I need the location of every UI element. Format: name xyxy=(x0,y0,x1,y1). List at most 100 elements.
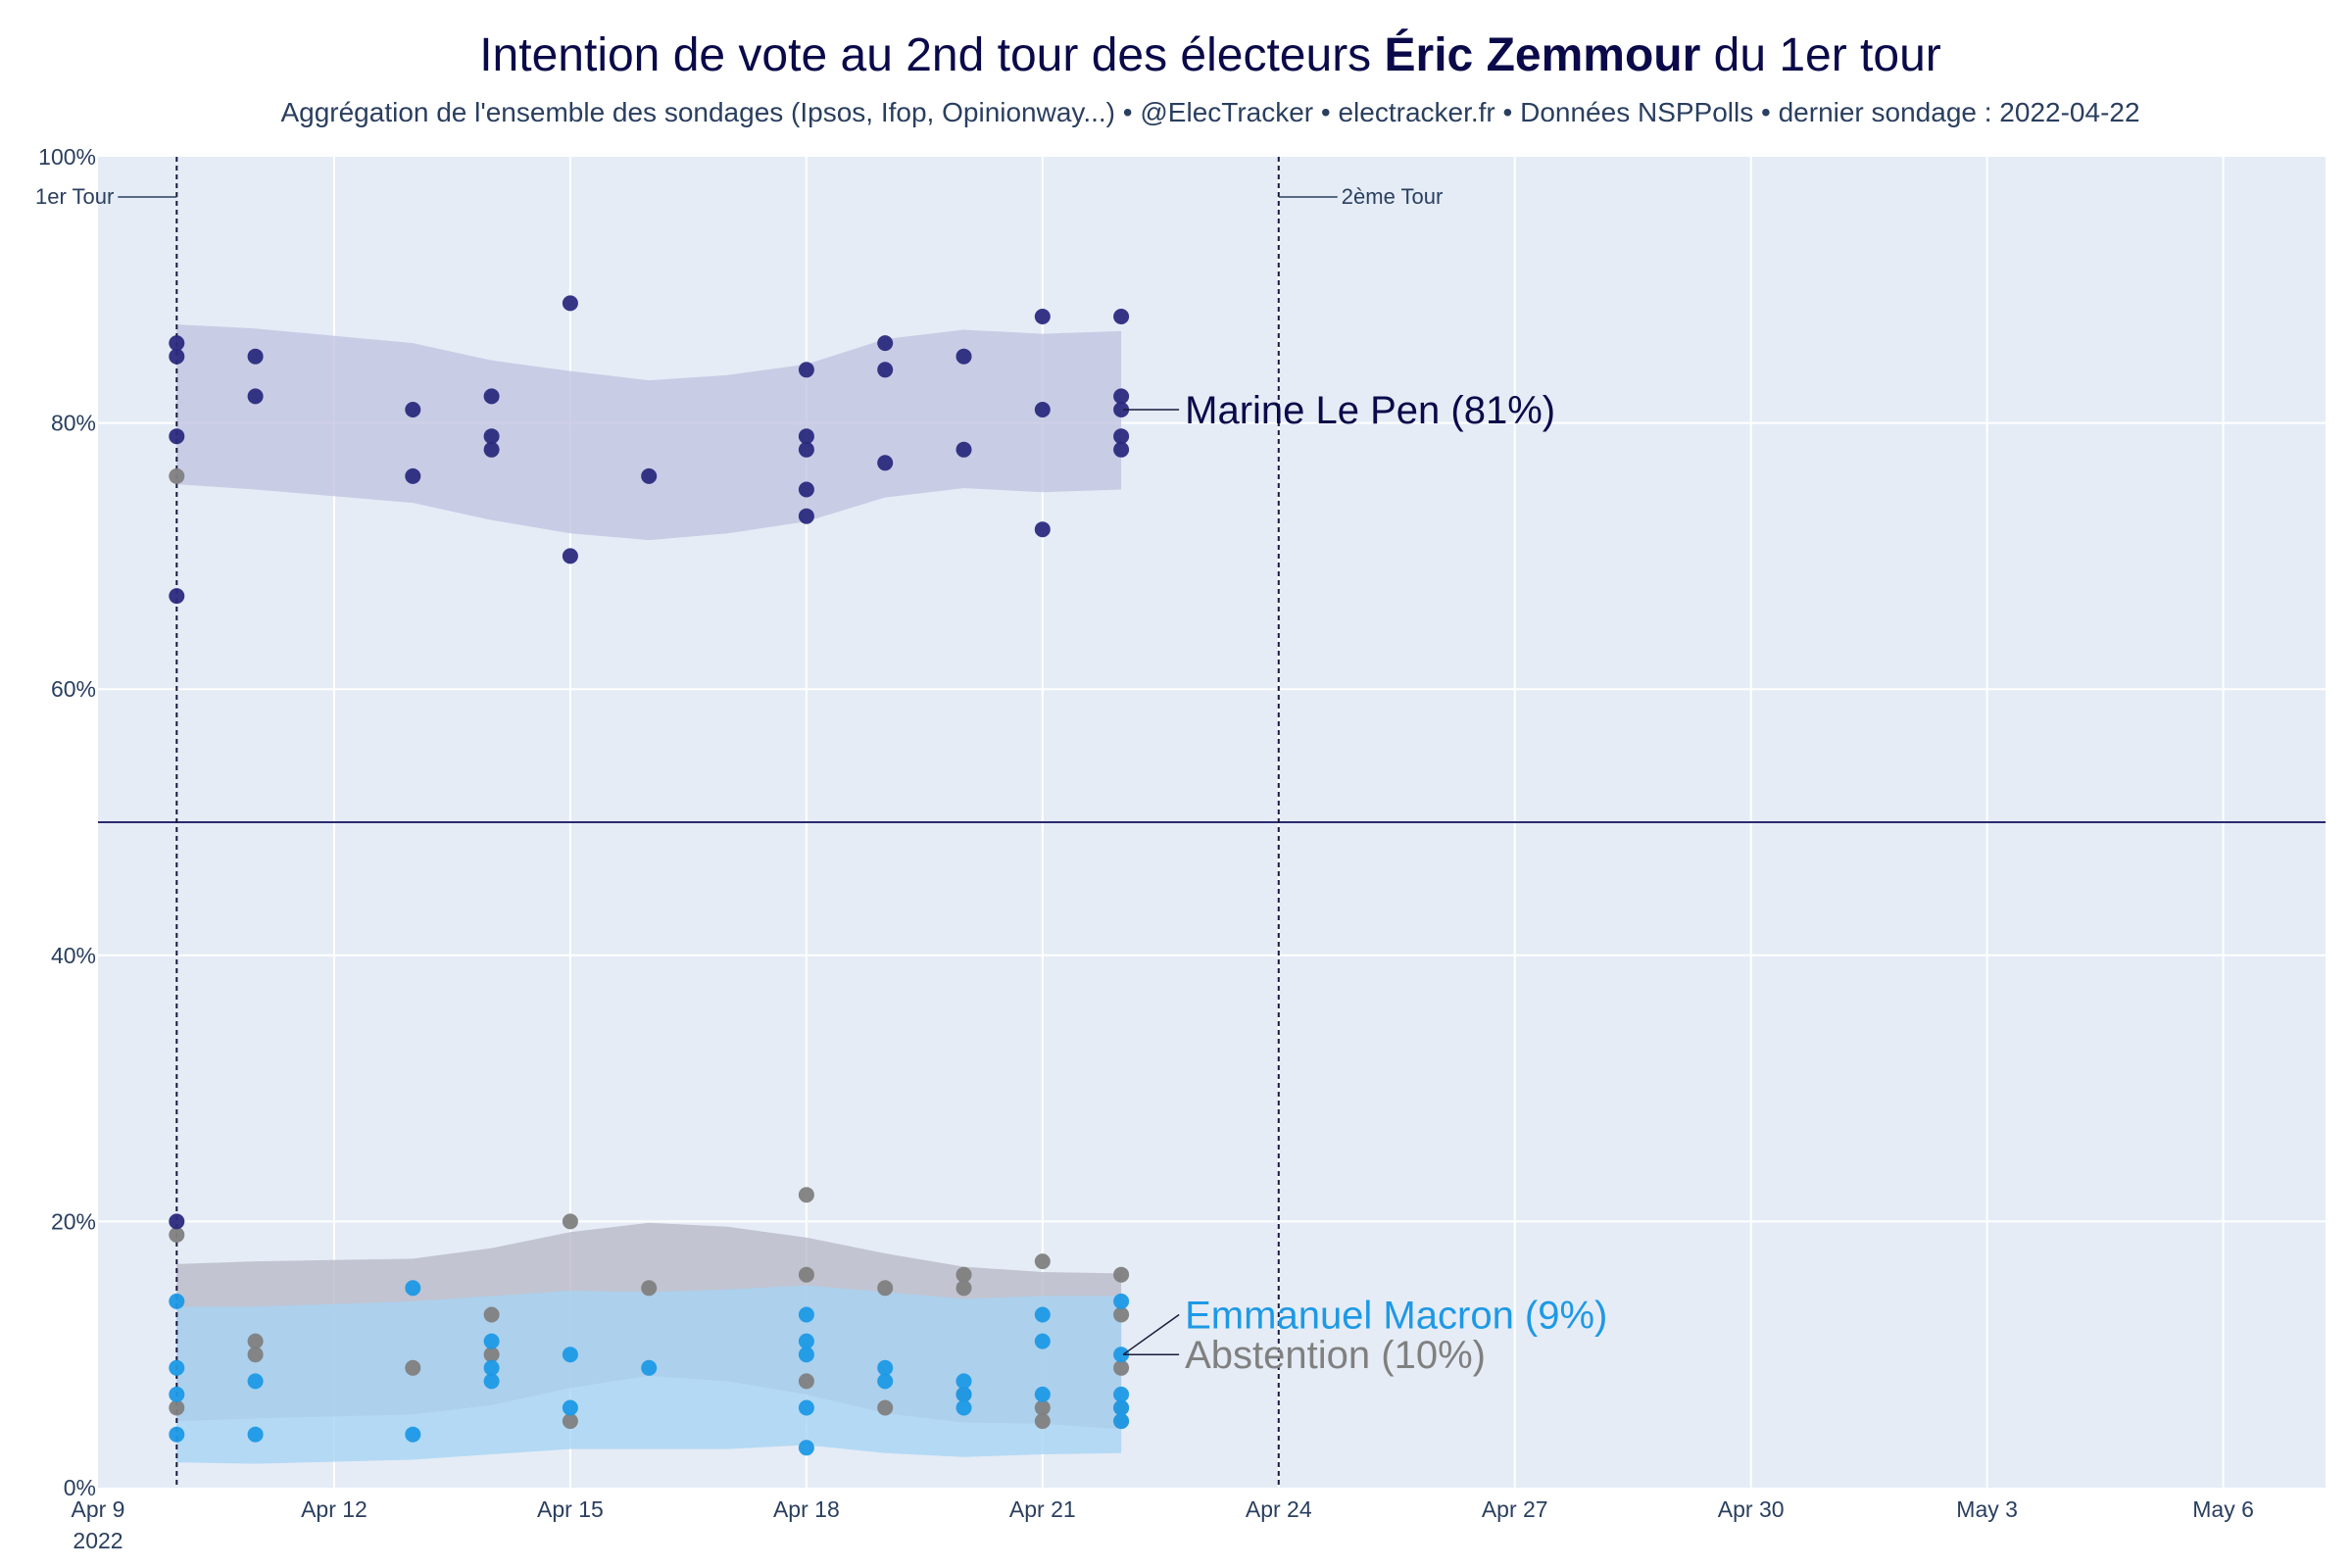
point-emmanuel-macron xyxy=(562,1347,578,1363)
x-tick-label: Apr 15 xyxy=(537,1496,604,1522)
point-emmanuel-macron xyxy=(798,1306,814,1323)
point-marine-le-pen xyxy=(798,441,814,458)
point-emmanuel-macron xyxy=(405,1426,421,1443)
label-leader-emmanuel-macron xyxy=(1122,1313,1180,1355)
point-emmanuel-macron xyxy=(562,1399,578,1416)
point-emmanuel-macron xyxy=(877,1373,894,1390)
point-abstention xyxy=(1113,1359,1130,1376)
poll-points xyxy=(169,295,1130,1456)
point-marine-le-pen xyxy=(483,388,500,405)
point-marine-le-pen xyxy=(169,428,185,445)
point-emmanuel-macron xyxy=(1113,1399,1130,1416)
series-labels: Abstention (10%)Emmanuel Macron (9%) Mari… xyxy=(1122,389,1607,1377)
point-emmanuel-macron xyxy=(798,1347,814,1363)
point-emmanuel-macron xyxy=(956,1373,972,1390)
round-label: 1er Tour xyxy=(35,184,114,209)
point-emmanuel-macron xyxy=(798,1440,814,1456)
point-emmanuel-macron xyxy=(1034,1306,1051,1323)
point-marine-le-pen xyxy=(877,335,894,352)
point-marine-le-pen xyxy=(1113,402,1130,417)
x-tick-label: Apr 30 xyxy=(1718,1496,1785,1522)
point-marine-le-pen xyxy=(169,335,185,352)
point-marine-le-pen xyxy=(483,441,500,458)
x-tick-label: Apr 18 xyxy=(773,1496,840,1522)
point-emmanuel-macron xyxy=(169,1426,185,1443)
point-emmanuel-macron xyxy=(1034,1386,1051,1402)
point-marine-le-pen xyxy=(877,455,894,471)
point-marine-le-pen xyxy=(405,402,421,417)
x-tick-label: Apr 27 xyxy=(1482,1496,1548,1522)
point-emmanuel-macron xyxy=(405,1280,421,1297)
point-emmanuel-macron xyxy=(1113,1347,1130,1363)
point-abstention xyxy=(1034,1413,1051,1430)
point-abstention xyxy=(1034,1399,1051,1416)
point-marine-le-pen xyxy=(1113,388,1130,405)
point-abstention xyxy=(798,1187,814,1203)
point-abstention xyxy=(247,1333,264,1349)
point-marine-le-pen xyxy=(1113,309,1130,324)
x-tick-label: Apr 21 xyxy=(1009,1496,1076,1522)
point-abstention xyxy=(956,1280,972,1297)
point-abstention xyxy=(798,1373,814,1390)
point-marine-le-pen xyxy=(247,388,264,405)
point-emmanuel-macron xyxy=(798,1399,814,1416)
point-abstention xyxy=(798,1266,814,1283)
x-tick-year-label: 2022 xyxy=(73,1528,122,1553)
point-marine-le-pen xyxy=(405,467,421,484)
band-marine-le-pen xyxy=(176,324,1122,541)
point-abstention xyxy=(956,1266,972,1283)
point-abstention xyxy=(405,1359,421,1376)
y-tick-label: 100% xyxy=(38,144,96,170)
point-marine-le-pen xyxy=(956,348,972,365)
point-marine-le-pen xyxy=(169,588,185,605)
label-emmanuel-macron: Emmanuel Macron (9%) xyxy=(1185,1294,1607,1337)
x-tick-label: Apr 9 xyxy=(72,1496,125,1522)
point-marine-le-pen xyxy=(483,428,500,445)
point-marine-le-pen xyxy=(1113,428,1130,445)
point-emmanuel-macron xyxy=(247,1373,264,1390)
point-marine-le-pen xyxy=(798,362,814,378)
point-marine-le-pen xyxy=(1034,309,1051,324)
point-marine-le-pen xyxy=(562,548,578,564)
point-abstention xyxy=(562,1213,578,1230)
point-abstention xyxy=(169,467,185,484)
chart-subtitle: Aggrégation de l'ensemble des sondages (… xyxy=(280,97,2139,127)
point-abstention xyxy=(641,1280,658,1297)
point-marine-le-pen xyxy=(798,481,814,498)
y-tick-label: 80% xyxy=(51,411,96,436)
point-abstention xyxy=(877,1399,894,1416)
point-abstention xyxy=(483,1306,500,1323)
point-marine-le-pen xyxy=(1034,521,1051,538)
point-marine-le-pen xyxy=(798,508,814,524)
point-marine-le-pen xyxy=(169,348,185,365)
point-emmanuel-macron xyxy=(169,1293,185,1309)
point-abstention xyxy=(1113,1306,1130,1323)
point-emmanuel-macron xyxy=(483,1373,500,1390)
y-tick-label: 20% xyxy=(51,1208,96,1234)
point-abstention xyxy=(562,1413,578,1430)
point-emmanuel-macron xyxy=(169,1359,185,1376)
round-markers: 1er Tour 2ème Tour xyxy=(35,157,1443,1488)
point-marine-le-pen xyxy=(1034,402,1051,417)
point-marine-le-pen xyxy=(247,348,264,365)
point-emmanuel-macron xyxy=(1113,1386,1130,1402)
point-abstention xyxy=(169,1399,185,1416)
point-emmanuel-macron xyxy=(483,1333,500,1349)
axes: 0% 20% 40% 60% 80% 100% Apr 9 2022 Apr 12 Apr 15 A… xyxy=(38,144,2254,1553)
point-marine-le-pen xyxy=(562,295,578,312)
point-abstention xyxy=(247,1347,264,1363)
y-tick-label: 0% xyxy=(64,1475,96,1500)
point-emmanuel-macron xyxy=(956,1386,972,1402)
point-abstention xyxy=(1113,1266,1130,1283)
y-tick-label: 40% xyxy=(51,943,96,968)
point-emmanuel-macron xyxy=(877,1359,894,1376)
point-abstention xyxy=(169,1227,185,1243)
x-tick-label: Apr 12 xyxy=(301,1496,368,1522)
x-tick-label: May 3 xyxy=(1956,1496,2018,1522)
point-marine-le-pen xyxy=(956,441,972,458)
round-label: 2ème Tour xyxy=(1342,184,1444,209)
point-abstention xyxy=(1034,1253,1051,1270)
x-tick-label: Apr 24 xyxy=(1246,1496,1312,1522)
y-tick-label: 60% xyxy=(51,676,96,702)
